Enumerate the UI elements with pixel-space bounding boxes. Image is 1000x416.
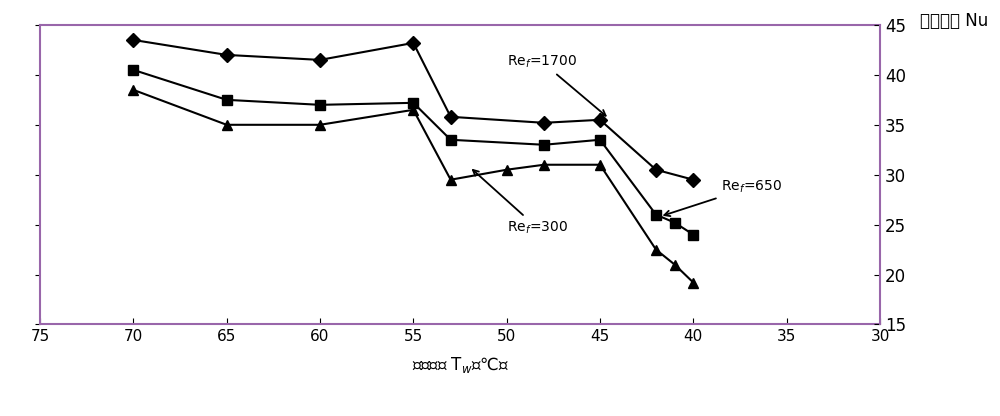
- Text: Re$_f$=300: Re$_f$=300: [473, 170, 568, 236]
- Text: Re$_f$=1700: Re$_f$=1700: [507, 54, 606, 116]
- Text: 努希尔数 Nu: 努希尔数 Nu: [920, 12, 988, 30]
- X-axis label: 壁面温度 T$_w$（℃）: 壁面温度 T$_w$（℃）: [412, 355, 508, 376]
- Text: Re$_f$=650: Re$_f$=650: [664, 178, 783, 216]
